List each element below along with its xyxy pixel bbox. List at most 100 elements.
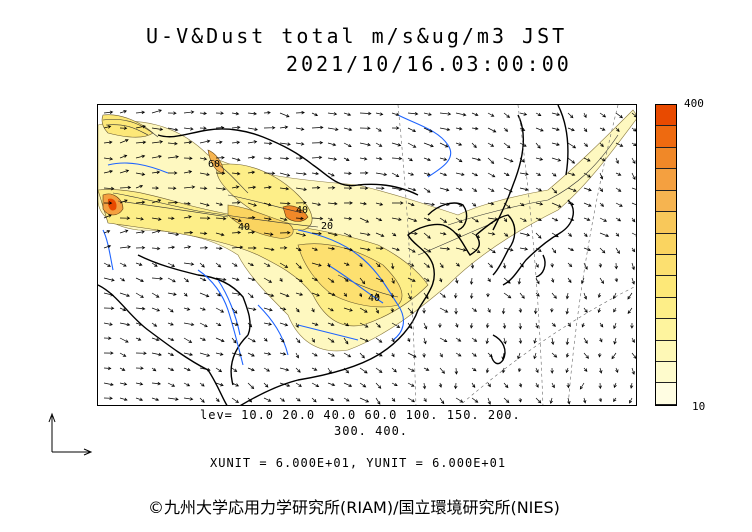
wind-arrow bbox=[247, 337, 256, 343]
wind-arrow bbox=[583, 202, 592, 207]
wind-arrow bbox=[567, 232, 573, 237]
wind-arrow bbox=[630, 322, 634, 329]
wind-arrow bbox=[407, 202, 415, 207]
wind-arrow bbox=[247, 215, 256, 220]
wind-arrow bbox=[119, 322, 131, 327]
wind-arrow bbox=[583, 247, 592, 252]
wind-arrow bbox=[519, 262, 524, 268]
wind-arrow bbox=[391, 247, 400, 252]
wind-arrow bbox=[487, 277, 491, 283]
wind-arrow bbox=[103, 262, 111, 267]
wind-arrow bbox=[279, 397, 285, 402]
wind-arrow bbox=[231, 337, 237, 344]
wind-arrow bbox=[581, 277, 585, 284]
wind-arrow bbox=[311, 337, 315, 343]
wind-arrow bbox=[502, 262, 507, 269]
wind-arrow bbox=[119, 307, 127, 312]
wind-arrow bbox=[375, 217, 383, 222]
wind-arrow bbox=[533, 337, 537, 344]
wind-arrow bbox=[135, 184, 144, 189]
colorbar-segment bbox=[656, 254, 676, 277]
wind-arrow bbox=[375, 367, 383, 373]
wind-arrow bbox=[103, 214, 112, 219]
wind-arrow bbox=[583, 367, 588, 372]
wind-arrow bbox=[215, 187, 227, 191]
wind-arrow bbox=[518, 322, 523, 330]
wind-arrow bbox=[519, 127, 526, 131]
wind-arrow bbox=[599, 172, 604, 180]
wind-arrow bbox=[422, 307, 426, 314]
wind-arrow bbox=[311, 367, 318, 371]
wind-arrow bbox=[183, 352, 194, 357]
wind-arrow bbox=[533, 307, 538, 315]
wind-arrow bbox=[167, 352, 175, 356]
wind-arrow bbox=[375, 262, 381, 268]
wind-arrow bbox=[519, 217, 527, 222]
wind-arrow bbox=[517, 367, 522, 373]
wind-arrow bbox=[407, 127, 417, 133]
wind-arrow bbox=[167, 245, 176, 250]
wind-arrow bbox=[407, 247, 416, 253]
wind-arrow bbox=[391, 142, 402, 147]
wind-arrow bbox=[407, 262, 415, 267]
wind-arrow bbox=[247, 307, 257, 311]
wind-arrow bbox=[519, 142, 527, 147]
wind-arrow bbox=[631, 112, 636, 118]
wind-arrow bbox=[295, 110, 305, 115]
wind-arrow bbox=[279, 277, 283, 283]
wind-arrow bbox=[103, 292, 115, 297]
wind-arrow bbox=[550, 307, 554, 313]
wind-arrow bbox=[487, 187, 495, 192]
wind-arrow bbox=[631, 277, 635, 285]
wind-arrow bbox=[199, 111, 208, 116]
wind-arrow bbox=[471, 232, 481, 238]
wind-arrow bbox=[103, 351, 114, 355]
wind-arrow bbox=[375, 337, 383, 343]
wind-arrow bbox=[311, 202, 322, 207]
wind-arrow bbox=[407, 337, 411, 343]
wind-arrow bbox=[503, 337, 507, 345]
wind-arrow bbox=[231, 125, 241, 130]
wind-arrow bbox=[455, 262, 460, 267]
contour-label: 40 bbox=[368, 293, 380, 304]
wind-arrow bbox=[247, 111, 258, 116]
wind-arrow bbox=[199, 246, 209, 250]
wind-arrow bbox=[612, 292, 617, 300]
wind-arrow bbox=[599, 127, 606, 131]
wind-arrow bbox=[183, 292, 188, 297]
wind-arrow bbox=[231, 230, 242, 235]
wind-arrow bbox=[103, 125, 112, 129]
wind-arrow bbox=[567, 217, 575, 222]
wind-arrow bbox=[215, 232, 225, 237]
wind-arrow bbox=[247, 367, 255, 372]
wind-arrow bbox=[392, 201, 404, 205]
wind-arrow bbox=[183, 367, 191, 372]
wind-arrow bbox=[247, 352, 255, 357]
wind-arrow bbox=[613, 382, 617, 389]
wind-arrow bbox=[119, 139, 129, 144]
wind-arrow bbox=[391, 322, 401, 328]
levels-line1: lev= 10.0 20.0 40.0 60.0 100. 150. 200. bbox=[200, 408, 521, 422]
wind-arrow bbox=[567, 277, 572, 284]
wind-arrow bbox=[199, 292, 210, 298]
wind-arrow bbox=[263, 110, 271, 115]
colorbar-segment bbox=[656, 169, 676, 191]
wind-arrow bbox=[247, 155, 256, 160]
wind-arrow bbox=[423, 127, 433, 133]
wind-arrow bbox=[247, 277, 256, 282]
wind-arrow bbox=[327, 246, 336, 251]
wind-arrow bbox=[439, 142, 449, 148]
wind-arrow bbox=[535, 322, 539, 329]
wind-arrow bbox=[501, 307, 506, 315]
wind-arrow bbox=[167, 127, 179, 132]
wind-vectors bbox=[103, 109, 636, 405]
wind-arrow bbox=[487, 247, 496, 254]
wind-arrow bbox=[439, 172, 448, 177]
wind-arrow bbox=[151, 367, 157, 372]
wind-arrow bbox=[439, 247, 451, 251]
wind-arrow bbox=[375, 186, 385, 190]
wind-arrow bbox=[135, 351, 147, 356]
wind-arrow bbox=[295, 367, 301, 373]
wind-arrow bbox=[359, 217, 370, 223]
wind-arrow bbox=[519, 112, 528, 116]
